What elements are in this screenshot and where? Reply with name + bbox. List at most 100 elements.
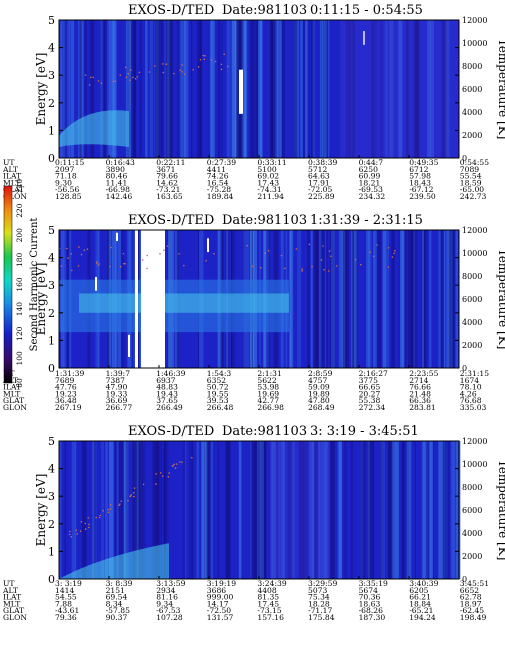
panel-time-range: 1:31:39 - 2:31:15 bbox=[310, 213, 423, 228]
heatmap-streak bbox=[439, 230, 444, 368]
row-value: -74.31 bbox=[257, 185, 281, 194]
scatter-dot bbox=[155, 473, 157, 475]
heatmap-streak bbox=[163, 441, 169, 579]
y-right-axis-label: Temperature [K] bbox=[496, 249, 505, 350]
scatter-dot bbox=[92, 76, 94, 79]
heatmap-streak bbox=[68, 20, 71, 158]
scatter-dot bbox=[83, 249, 85, 251]
panel-date: Date:981103 bbox=[222, 424, 307, 439]
heatmap-streak bbox=[210, 20, 215, 158]
scatter-dot bbox=[123, 262, 125, 265]
heatmap-streak bbox=[127, 20, 132, 158]
scatter-dot bbox=[192, 69, 194, 71]
scatter-dot bbox=[97, 80, 100, 82]
heatmap-streak bbox=[391, 441, 393, 579]
row-value: -57.85 bbox=[106, 606, 130, 615]
scatter-dot bbox=[146, 254, 148, 257]
row-value: 2:31:15 bbox=[460, 369, 489, 378]
heatmap-streak bbox=[408, 441, 412, 579]
y-right-tick-label: 6000 bbox=[462, 85, 482, 94]
heatmap-streak bbox=[217, 441, 220, 579]
scatter-dot bbox=[88, 84, 91, 86]
scatter-dot bbox=[246, 244, 248, 247]
row-value: 47.90 bbox=[106, 383, 128, 392]
scatter-dot bbox=[166, 245, 169, 247]
heatmap-streak bbox=[127, 20, 133, 158]
y-right-tick-label: 8000 bbox=[462, 483, 482, 492]
heatmap-streak bbox=[210, 441, 214, 579]
row-value: 0:16:43 bbox=[106, 158, 135, 167]
row-value: 71.18 bbox=[55, 172, 77, 181]
row-value: 1414 bbox=[55, 586, 74, 595]
scatter-dot bbox=[79, 530, 82, 532]
low-energy-band bbox=[59, 110, 129, 147]
heatmap-streak bbox=[303, 20, 306, 158]
heatmap-streak bbox=[343, 230, 347, 368]
row-value: 2097 bbox=[55, 165, 74, 174]
heatmap-streak bbox=[293, 20, 297, 158]
row-label: UT bbox=[3, 158, 14, 167]
heatmap-streak bbox=[112, 20, 117, 158]
row-value: 90.37 bbox=[106, 613, 128, 622]
panel-time-range: 0:11:15 - 0:54:55 bbox=[310, 3, 423, 18]
row-value: 5622 bbox=[257, 376, 276, 385]
heatmap-streak bbox=[123, 441, 129, 579]
scatter-dot bbox=[86, 248, 89, 250]
heatmap-streak bbox=[242, 20, 248, 158]
heatmap-streak bbox=[93, 441, 96, 579]
scatter-dot bbox=[88, 523, 90, 526]
heatmap-streak bbox=[391, 20, 393, 158]
scatter-dot bbox=[133, 495, 135, 498]
scatter-dot bbox=[119, 265, 122, 268]
heatmap-streak bbox=[74, 441, 77, 579]
row-value: 21.48 bbox=[409, 389, 431, 398]
heatmap-streak bbox=[234, 20, 238, 158]
row-value: 2:8:59 bbox=[308, 369, 333, 378]
heatmap-streak bbox=[340, 230, 344, 368]
heatmap-streak bbox=[322, 20, 325, 158]
row-value: 54.55 bbox=[55, 593, 77, 602]
scatter-dot bbox=[323, 268, 325, 271]
heatmap-streak bbox=[134, 441, 139, 579]
heatmap-streak bbox=[446, 230, 450, 368]
scatter-dot bbox=[320, 259, 323, 261]
scatter-dot bbox=[118, 504, 120, 507]
heatmap-streak bbox=[125, 20, 127, 158]
scatter-dot bbox=[202, 54, 205, 57]
heatmap-streak bbox=[324, 441, 329, 579]
heatmap-streak bbox=[389, 20, 394, 158]
row-value: 225.89 bbox=[308, 192, 335, 201]
heatmap-streak bbox=[310, 230, 313, 368]
scatter-dot bbox=[173, 72, 175, 75]
scatter-dot bbox=[376, 244, 378, 246]
scatter-dot bbox=[220, 68, 223, 71]
row-value: 69.02 bbox=[257, 172, 279, 181]
scatter-dot bbox=[172, 465, 174, 467]
heatmap-streak bbox=[326, 230, 328, 368]
row-value: 4757 bbox=[308, 376, 327, 385]
heatmap-streak bbox=[432, 441, 434, 579]
row-value: 6652 bbox=[460, 586, 479, 595]
heatmap-streak bbox=[289, 230, 292, 368]
row-value: 81.35 bbox=[257, 593, 279, 602]
heatmap-streak bbox=[282, 441, 285, 579]
heatmap-streak bbox=[109, 20, 114, 158]
row-value: -73.15 bbox=[257, 606, 281, 615]
scatter-dot bbox=[75, 529, 77, 532]
scatter-dot bbox=[394, 250, 396, 252]
scatter-dot bbox=[84, 528, 87, 530]
row-value: -73.21 bbox=[156, 185, 180, 194]
heatmap-streak bbox=[318, 441, 322, 579]
scatter-dot bbox=[369, 251, 371, 253]
heatmap-streak bbox=[297, 230, 301, 368]
row-value: 194.24 bbox=[409, 613, 436, 622]
scatter-dot bbox=[205, 259, 207, 262]
colorbar-tick-label: 120 bbox=[15, 326, 24, 341]
heatmap-streak bbox=[133, 441, 138, 579]
row-value: 2:1:31 bbox=[257, 369, 281, 378]
heatmap-streak bbox=[270, 20, 273, 158]
heatmap-streak bbox=[422, 230, 424, 368]
scatter-dot bbox=[159, 253, 161, 255]
scatter-dot bbox=[327, 270, 330, 272]
scatter-dot bbox=[210, 58, 213, 61]
